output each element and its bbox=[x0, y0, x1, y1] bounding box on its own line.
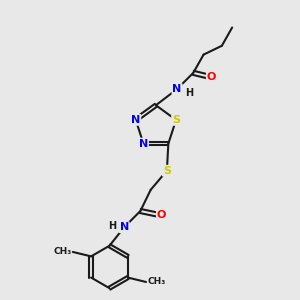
Text: S: S bbox=[163, 166, 171, 176]
Text: O: O bbox=[157, 210, 166, 220]
Text: H: H bbox=[185, 88, 194, 98]
Text: CH₃: CH₃ bbox=[148, 278, 166, 286]
Text: N: N bbox=[139, 139, 148, 148]
Text: N: N bbox=[172, 84, 182, 94]
Text: H: H bbox=[108, 221, 116, 231]
Text: S: S bbox=[172, 115, 180, 125]
Text: N: N bbox=[120, 222, 129, 232]
Text: CH₃: CH₃ bbox=[53, 248, 71, 256]
Text: N: N bbox=[131, 115, 140, 125]
Text: O: O bbox=[207, 72, 216, 82]
